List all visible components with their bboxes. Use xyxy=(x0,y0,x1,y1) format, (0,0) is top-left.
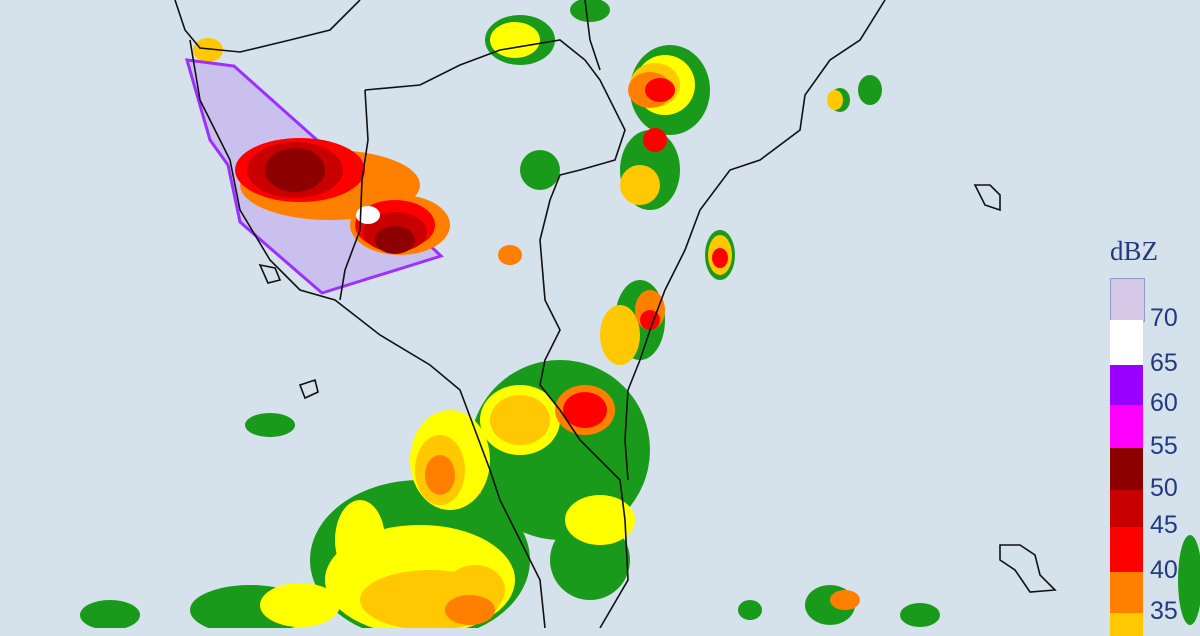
dbz-legend: dBZ 70 65 60 55 50 45 40 35 xyxy=(1100,236,1200,636)
echo-cell xyxy=(245,413,295,437)
legend-swatch xyxy=(1110,490,1143,527)
echo-cell xyxy=(260,583,340,627)
echo-cell xyxy=(80,600,140,628)
legend-swatch xyxy=(1110,278,1145,322)
legend-tick: 65 xyxy=(1150,349,1178,377)
radar-echoes xyxy=(80,0,1200,628)
echo-cell xyxy=(335,500,385,580)
echo-cell xyxy=(645,78,675,102)
legend-tick: 45 xyxy=(1150,511,1178,539)
legend-tick: 55 xyxy=(1150,432,1178,460)
echo-cell xyxy=(900,603,940,627)
legend-swatch xyxy=(1110,527,1143,572)
echo-cell xyxy=(712,248,728,268)
echo-cell xyxy=(643,128,667,152)
echo-cell xyxy=(600,305,640,365)
echo-cell xyxy=(425,455,455,495)
echo-cell xyxy=(445,595,495,625)
echo-cell xyxy=(1178,535,1200,625)
storm-cores xyxy=(235,138,450,255)
echo-cell xyxy=(193,38,223,62)
legend-tick: 70 xyxy=(1150,304,1178,332)
echo-cell xyxy=(490,22,540,58)
echo-cell xyxy=(827,90,843,110)
legend-tick: 35 xyxy=(1150,597,1178,625)
echo-cell xyxy=(498,245,522,265)
legend-unit: dBZ xyxy=(1110,236,1159,266)
legend-tick: 60 xyxy=(1150,389,1178,417)
legend-swatch xyxy=(1110,405,1143,448)
echo-cell xyxy=(830,590,860,610)
echo-cell xyxy=(738,600,762,620)
echo-cell xyxy=(858,75,882,105)
legend-swatch xyxy=(1110,320,1143,365)
legend-swatch xyxy=(1110,572,1143,613)
echo-cell xyxy=(356,206,380,224)
legend-swatch xyxy=(1110,613,1143,636)
echo-cell xyxy=(375,226,415,254)
echo-cell xyxy=(265,148,325,192)
echo-cell xyxy=(570,0,610,22)
echo-cell xyxy=(565,495,635,545)
echo-cell xyxy=(620,165,660,205)
legend-swatch xyxy=(1110,448,1143,490)
legend-tick: 40 xyxy=(1150,556,1178,584)
legend-tick: 50 xyxy=(1150,474,1178,502)
country-borders xyxy=(174,0,1057,628)
echo-cell xyxy=(520,150,560,190)
echo-cell xyxy=(563,392,607,428)
echo-cell xyxy=(490,395,550,445)
legend-swatch xyxy=(1110,365,1143,405)
